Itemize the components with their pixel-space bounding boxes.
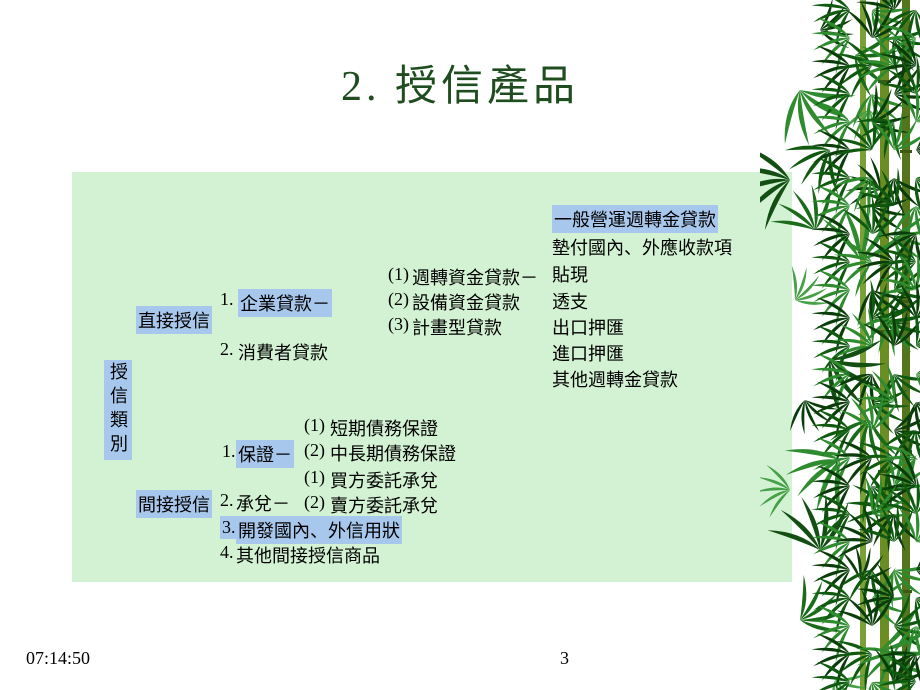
enterprise-sub-3-num: (3) <box>388 314 409 335</box>
branch-direct: 直接授信 <box>136 306 212 334</box>
direct-item-1-num: 1. <box>220 289 234 310</box>
direct-item-2-num: 2. <box>220 339 234 360</box>
accept-1-num: (1) <box>304 467 325 488</box>
guarantee-2-num: (2) <box>304 440 325 461</box>
slide-title: 2. 授信產品 <box>0 52 920 113</box>
guarantee-2-text: 中長期債務保證 <box>330 440 456 466</box>
accept-2-text: 賣方委託承兌 <box>330 492 438 518</box>
indirect-4-num: 4. <box>220 542 234 563</box>
enterprise-sub-1-num: (1) <box>388 264 409 285</box>
indirect-4-text: 其他間接授信商品 <box>236 542 380 568</box>
accept-2-num: (2) <box>304 492 325 513</box>
direct-item-2-text: 消費者貸款 <box>238 339 328 365</box>
working-capital-2: 墊付國內、外應收款項 <box>552 234 732 260</box>
branch-indirect: 間接授信 <box>136 490 212 518</box>
working-capital-4: 透支 <box>552 288 588 314</box>
enterprise-sub-1-text: 週轉資金貸款－ <box>412 264 538 290</box>
footer-time: 07:14:50 <box>26 648 90 669</box>
accept-1-text: 買方委託承兌 <box>330 467 438 493</box>
direct-item-1-text: 企業貸款－ <box>238 289 332 317</box>
indirect-1-text: 保證－ <box>236 440 294 468</box>
slide: { "title": { "text": "2. 授信產品", "fontsiz… <box>0 0 920 690</box>
enterprise-sub-2-text: 設備資金貸款 <box>412 289 520 315</box>
working-capital-7: 其他週轉金貸款 <box>552 366 678 392</box>
enterprise-sub-3-text: 計畫型貸款 <box>412 314 502 340</box>
indirect-2-text: 承兌－ <box>236 490 290 516</box>
working-capital-3: 貼現 <box>552 261 588 287</box>
working-capital-1: 一般營運週轉金貸款 <box>552 205 718 233</box>
guarantee-1-num: (1) <box>304 415 325 436</box>
indirect-1-num: 1. <box>220 440 238 463</box>
indirect-3-text: 開發國內、外信用狀 <box>236 516 402 544</box>
enterprise-sub-2-num: (2) <box>388 289 409 310</box>
working-capital-5: 出口押匯 <box>552 314 624 340</box>
indirect-3-num: 3. <box>220 516 238 539</box>
footer-page: 3 <box>560 648 569 669</box>
guarantee-1-text: 短期債務保證 <box>330 415 438 441</box>
indirect-2-num: 2. <box>220 490 234 511</box>
working-capital-6: 進口押匯 <box>552 340 624 366</box>
root-credit-category: 授信類別 <box>104 360 132 460</box>
